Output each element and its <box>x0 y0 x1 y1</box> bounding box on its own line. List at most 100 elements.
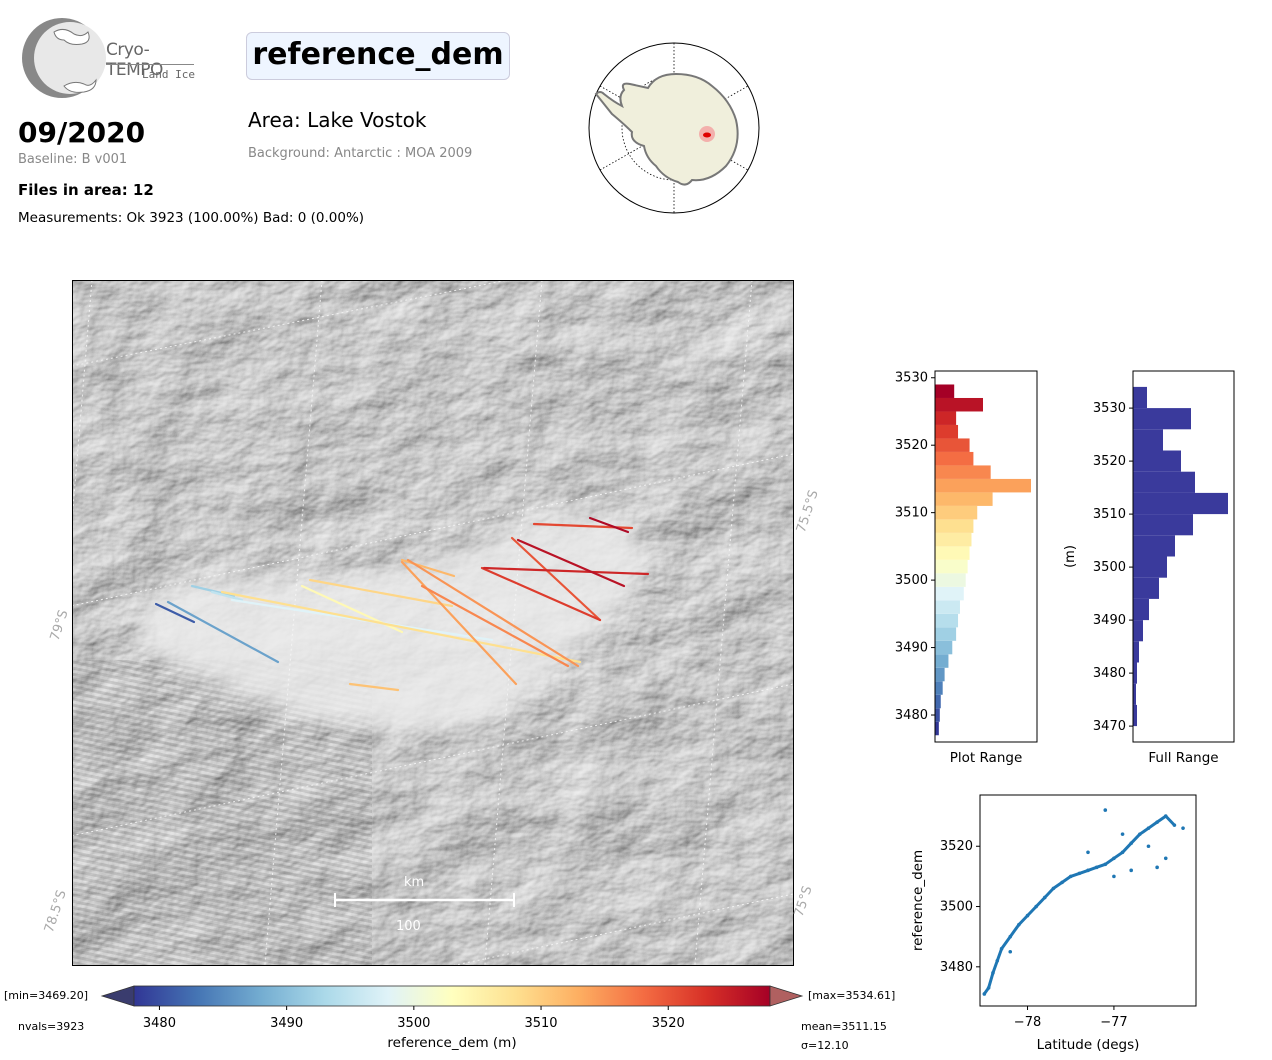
histogram-bar <box>1133 662 1137 684</box>
colorbar-tick-label: 3510 <box>524 1016 557 1031</box>
colorbar-max-label: [max=3534.61] <box>808 989 895 1002</box>
antarctica-outline <box>594 72 739 186</box>
histogram-bar <box>1133 471 1195 493</box>
colorbar-label: reference_dem (m) <box>387 1035 516 1051</box>
scatter-point <box>1043 895 1047 900</box>
scatter-point <box>1112 874 1116 879</box>
histogram-bar <box>1133 429 1163 451</box>
scatter-point <box>1025 913 1030 918</box>
histogram-bar <box>935 478 1031 493</box>
histogram-tick-label: 3490 <box>895 641 928 656</box>
histogram-bar <box>935 411 957 425</box>
scatter-point <box>1060 880 1064 885</box>
scatter-point <box>1146 826 1151 830</box>
lon-label-75-5: 75.5°S <box>793 488 822 535</box>
scatter-point <box>1086 868 1090 873</box>
histogram-bar <box>935 397 983 412</box>
lon-label-75: 75°S <box>791 884 816 919</box>
logo-globe-icon <box>22 18 106 98</box>
scatter-point <box>1155 820 1159 824</box>
scatter-frame <box>979 794 1197 1007</box>
ground-track <box>480 566 602 622</box>
histogram-bar <box>935 451 974 466</box>
background-label: Background: Antarctic : MOA 2009 <box>248 146 473 161</box>
colorbar-max-extension <box>769 985 804 1007</box>
graticule-line <box>72 280 93 527</box>
histogram-bar <box>935 559 968 574</box>
scatter-point <box>1120 850 1125 855</box>
histogram-bar <box>1133 620 1143 642</box>
graticule-line <box>264 280 323 966</box>
colorbar-tick-label: 3480 <box>143 1016 176 1031</box>
colorbar-ticks: 3480 3490 3500 3510 3520 <box>143 1006 685 1031</box>
nvals-label: nvals=3923 <box>18 1020 84 1033</box>
histogram-bar <box>935 519 974 533</box>
histogram-bar <box>935 573 966 587</box>
colorbar-min-label: [min=3469.20] <box>4 989 88 1002</box>
scatter-point <box>1155 865 1159 870</box>
scatter-point <box>1068 874 1073 879</box>
graticule <box>72 280 794 966</box>
histogram-bar <box>935 492 993 506</box>
histogram-bar <box>1133 641 1139 663</box>
scatter-point <box>1172 823 1177 827</box>
scatter-point <box>982 992 987 996</box>
colorbar-tick-label: 3490 <box>270 1016 303 1031</box>
ground-track <box>166 600 280 664</box>
histogram-bar <box>935 694 941 709</box>
ground-track <box>190 584 236 598</box>
scatter-point <box>1034 904 1038 909</box>
histogram-tick-label: 3480 <box>1093 666 1126 681</box>
histogram-bar <box>935 546 970 560</box>
locator-map <box>588 42 760 214</box>
scale-bar-value: 100 <box>396 919 421 934</box>
logo-subtext: Land Ice <box>142 68 195 81</box>
lat-label-78-5: 78.5°S <box>41 888 70 935</box>
scatter-point <box>1129 841 1133 846</box>
ground-track <box>210 590 244 602</box>
logo: Cryo-TEMPO Land Ice <box>18 16 203 100</box>
scatter-plot: 3480 3500 3520 −78 −77 Latitude (degs) referen… <box>910 794 1197 1053</box>
scatter-point <box>1051 886 1056 891</box>
histogram-tick-label: 3530 <box>895 371 928 386</box>
scale-bar-unit: km <box>404 875 424 890</box>
scatter-point <box>1112 856 1116 861</box>
histogram-bar <box>1133 514 1193 536</box>
ground-tracks <box>154 516 650 692</box>
histogram-tick-label: 3480 <box>895 708 928 723</box>
scatter-point <box>1181 826 1185 830</box>
histogram-bar <box>935 667 945 682</box>
histogram-bar <box>935 384 955 398</box>
scatter-ytick-label: 3480 <box>940 960 973 975</box>
baseline-label: Baseline: B v001 <box>18 152 128 167</box>
scatter-ylabel: reference_dem <box>910 850 926 951</box>
histogram-tick-label: 3510 <box>895 506 928 521</box>
histogram-bar <box>1133 577 1159 599</box>
scatter-point <box>1086 850 1090 855</box>
histogram-bar <box>1133 556 1167 578</box>
histogram-tick-label: 3520 <box>895 438 928 453</box>
histogram-frame <box>1132 370 1235 743</box>
scatter-point <box>1163 814 1168 818</box>
histogram-xlabel: Full Range <box>1148 750 1218 766</box>
histogram-bar <box>1133 535 1175 557</box>
histogram-tick-label: 3510 <box>1093 507 1126 522</box>
ground-track <box>348 682 400 692</box>
scatter-xlabel: Latitude (degs) <box>1037 1037 1140 1053</box>
scatter-point <box>1008 949 1013 954</box>
scatter-point <box>1103 808 1108 812</box>
scatter-point <box>1129 868 1133 873</box>
main-map[interactable]: km 100 <box>72 280 794 966</box>
scatter-point <box>1077 871 1082 876</box>
mean-label: mean=3511.15 <box>801 1020 887 1033</box>
date-label: 09/2020 <box>18 116 146 149</box>
histogram-bar <box>935 640 953 655</box>
measurements-label: Measurements: Ok 3923 (100.00%) Bad: 0 (… <box>18 210 365 226</box>
histogram-bar <box>935 600 960 614</box>
scatter-trend <box>983 814 1176 995</box>
histogram-bar <box>1133 408 1191 430</box>
ground-track <box>516 538 626 588</box>
histogram-bar <box>1133 683 1136 705</box>
histogram-bar <box>1133 450 1181 472</box>
scatter-point <box>995 958 1000 963</box>
